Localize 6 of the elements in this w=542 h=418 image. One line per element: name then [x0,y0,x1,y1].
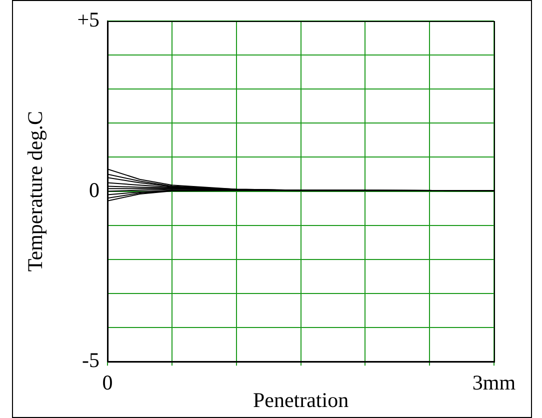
x-axis-title: Penetration [252,388,350,412]
y-axis-title: Temperature deg.C [23,110,48,272]
x-tick-label: 3mm [472,370,516,395]
y-tick-label: 0 [89,178,100,202]
y-tick-label: -5 [82,348,100,372]
y-tick-label: +5 [77,8,100,32]
